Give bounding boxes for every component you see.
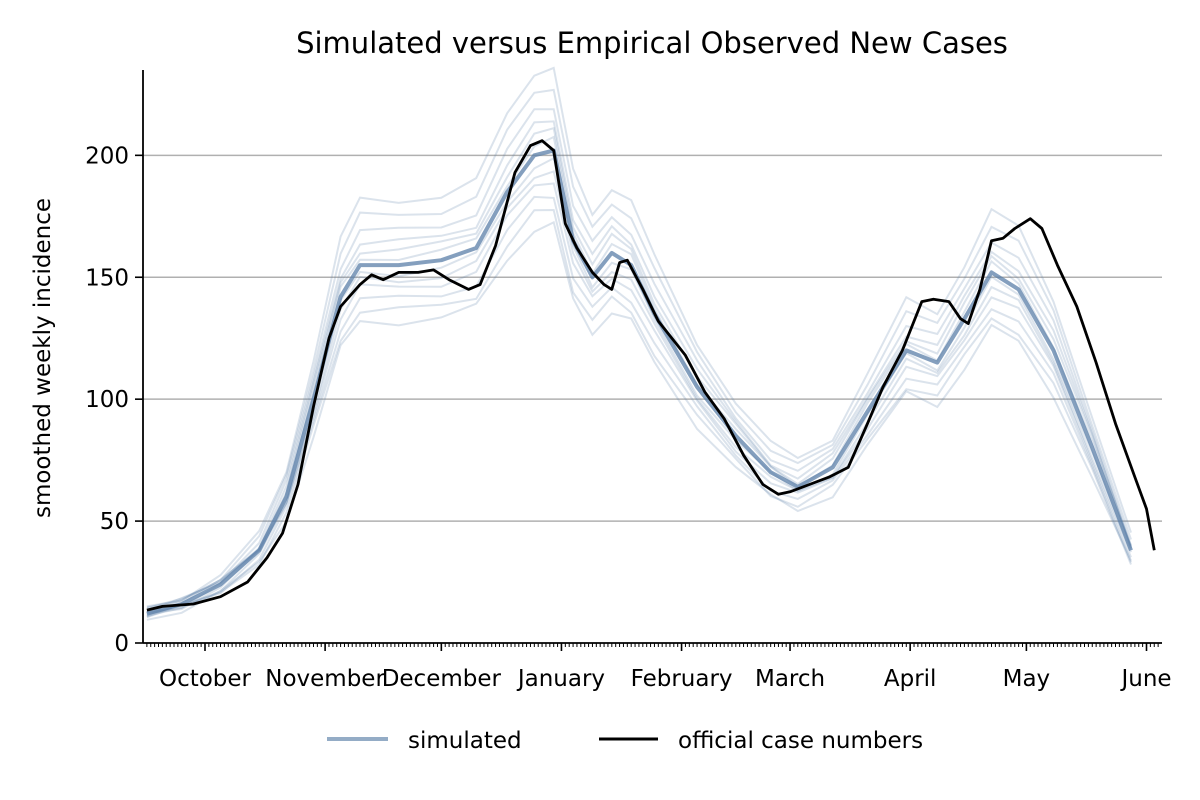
x-tick-label: April	[884, 666, 937, 692]
chart-title: Simulated versus Empirical Observed New …	[296, 26, 1008, 60]
official-series	[146, 139, 1156, 612]
x-tick-label: February	[631, 666, 733, 692]
simulated-run-line	[146, 220, 1132, 621]
simulated-run-line	[146, 182, 1132, 613]
legend-official-label: official case numbers	[678, 728, 923, 754]
y-tick-label: 50	[100, 509, 129, 535]
x-tick-label: October	[159, 666, 252, 692]
y-tick-label: 0	[114, 631, 129, 657]
simulated-run-line	[146, 108, 1132, 610]
x-tick-label: June	[1119, 666, 1171, 692]
legend: simulated official case numbers	[327, 728, 923, 754]
x-tick-label: December	[382, 666, 502, 692]
y-axis-label: smoothed weekly incidence	[30, 198, 56, 518]
simulated-run-line	[146, 170, 1132, 615]
simulated-run-line	[146, 88, 1132, 608]
x-tick-label: November	[265, 666, 385, 692]
axes	[142, 70, 1162, 644]
x-tick-label: March	[755, 666, 825, 692]
y-tick-label: 200	[85, 143, 129, 169]
simulated-run-line	[146, 120, 1132, 613]
y-ticks: 0 50 100 150 200	[85, 143, 143, 657]
simulated-run-line	[146, 195, 1132, 615]
x-tick-label: January	[516, 666, 605, 692]
y-tick-label: 150	[85, 265, 129, 291]
simulated-run-line	[146, 66, 1132, 609]
x-tick-label: May	[1003, 666, 1051, 692]
legend-simulated-label: simulated	[408, 728, 522, 754]
y-tick-label: 100	[85, 387, 129, 413]
simulated-series	[146, 66, 1133, 621]
official-cases-line	[146, 139, 1156, 612]
simulated-run-line	[146, 135, 1132, 618]
simulated-run-line	[146, 208, 1132, 619]
simulated-run-line	[146, 126, 1132, 617]
